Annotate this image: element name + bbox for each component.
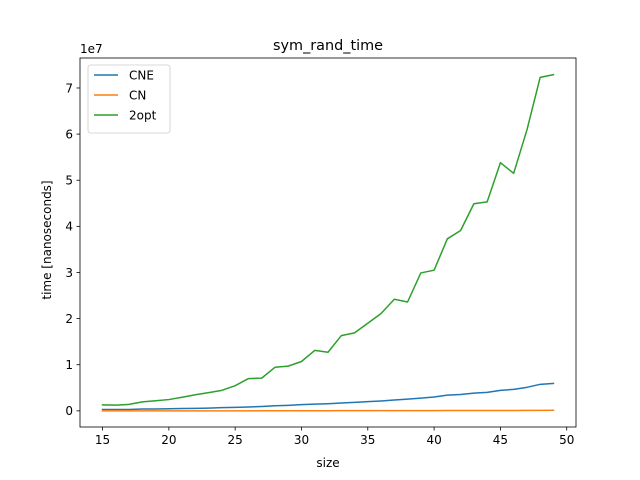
x-tick-label: 35: [360, 433, 375, 447]
x-axis-ticks: 15 20 25 30 35 40 45 50: [95, 427, 574, 447]
legend-label-cn: CN: [129, 88, 146, 102]
y-axis-label: time [nanoseconds]: [40, 180, 54, 299]
y-axis-ticks: 0 1 2 3 4 5 6 7: [65, 81, 80, 418]
y-offset-label: 1e7: [80, 42, 103, 56]
legend-label-cne: CNE: [129, 68, 154, 82]
x-axis-label: size: [316, 456, 339, 470]
plot-frame: [79, 57, 577, 428]
y-tick-label: 4: [65, 220, 73, 234]
x-tick-label: 50: [559, 433, 574, 447]
y-tick-label: 3: [65, 266, 73, 280]
y-tick-label: 0: [65, 404, 73, 418]
x-tick-label: 45: [493, 433, 508, 447]
y-tick-label: 5: [65, 174, 73, 188]
x-tick-label: 40: [426, 433, 441, 447]
series-line-cne: [101, 382, 555, 411]
series-line-2opt: [101, 73, 555, 406]
plot-lines: [101, 73, 555, 412]
series-line-cn: [101, 409, 555, 412]
x-tick-label: 15: [95, 433, 110, 447]
legend: CNE CN 2opt: [87, 64, 171, 134]
x-tick-label: 20: [161, 433, 176, 447]
y-tick-label: 1: [65, 358, 73, 372]
chart-title: sym_rand_time: [273, 38, 383, 54]
y-tick-label: 6: [65, 127, 73, 141]
x-tick-label: 30: [294, 433, 309, 447]
x-tick-label: 25: [228, 433, 243, 447]
legend-box: [87, 64, 171, 134]
y-tick-label: 2: [65, 312, 73, 326]
legend-label-2opt: 2opt: [129, 108, 157, 122]
y-tick-label: 7: [65, 81, 73, 95]
